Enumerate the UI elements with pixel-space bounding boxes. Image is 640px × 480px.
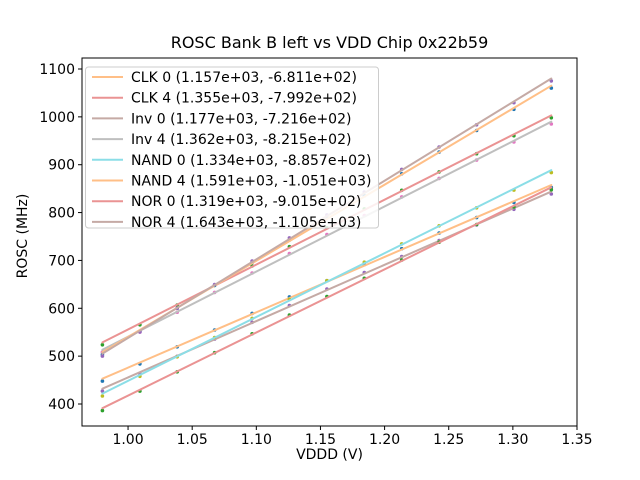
x-tick-label: 1.30 [497, 432, 528, 448]
legend-label: Inv 4 (1.362e+03, -8.215e+02) [131, 132, 351, 148]
legend-label: NAND 4 (1.591e+03, -1.051e+03) [131, 174, 371, 190]
legend: CLK 0 (1.157e+03, -6.811e+02) CLK 4 (1.35… [85, 66, 379, 231]
legend-label: NOR 4 (1.643e+03, -1.105e+03) [131, 215, 361, 231]
x-tick-label: 1.10 [241, 432, 272, 448]
fit-line [101, 114, 553, 344]
scatter-point [100, 354, 105, 358]
x-tick-label: 1.25 [433, 432, 464, 448]
legend-label: Inv 0 (1.177e+03, -7.216e+02) [131, 111, 351, 127]
scatter-point [100, 408, 105, 413]
y-tick-label: 1000 [39, 110, 75, 126]
y-tick-label: 500 [48, 349, 75, 365]
fit-line [101, 186, 553, 410]
scatter-point [549, 192, 554, 196]
y-tick-label: 800 [48, 206, 75, 222]
x-tick-label: 1.00 [112, 432, 143, 448]
x-axis-label: VDDD (V) [296, 447, 363, 463]
y-axis-label: ROSC (MHz) [15, 193, 31, 279]
legend-label: NAND 0 (1.334e+03, -8.857e+02) [131, 153, 371, 169]
chart-title: ROSC Bank B left vs VDD Chip 0x22b59 [170, 33, 489, 52]
plot-frame [81, 57, 578, 427]
scatter-point [100, 343, 105, 347]
series-nand-0 [100, 169, 554, 398]
legend-label: CLK 4 (1.355e+03, -7.992e+02) [131, 91, 357, 107]
x-tick-label: 1.15 [305, 432, 336, 448]
x-tick-label: 1.20 [369, 432, 400, 448]
series-nor-0 [100, 186, 554, 413]
legend-label: CLK 0 (1.157e+03, -6.811e+02) [131, 70, 357, 86]
scatter-point [100, 389, 105, 393]
legend-label: NOR 0 (1.319e+03, -9.015e+02) [131, 194, 361, 210]
x-tick-label: 1.05 [177, 432, 208, 448]
y-tick-label: 600 [48, 301, 75, 317]
scatter-point [100, 379, 105, 383]
x-tick-label: 1.35 [561, 432, 592, 448]
y-tick-label: 1100 [39, 62, 75, 78]
fit-line [101, 120, 553, 351]
legend-box [85, 66, 379, 229]
fit-line [101, 169, 553, 395]
y-tick-label: 900 [48, 158, 75, 174]
y-tick-label: 400 [48, 397, 75, 413]
scatter-point [100, 394, 105, 398]
y-tick-label: 700 [48, 253, 75, 269]
